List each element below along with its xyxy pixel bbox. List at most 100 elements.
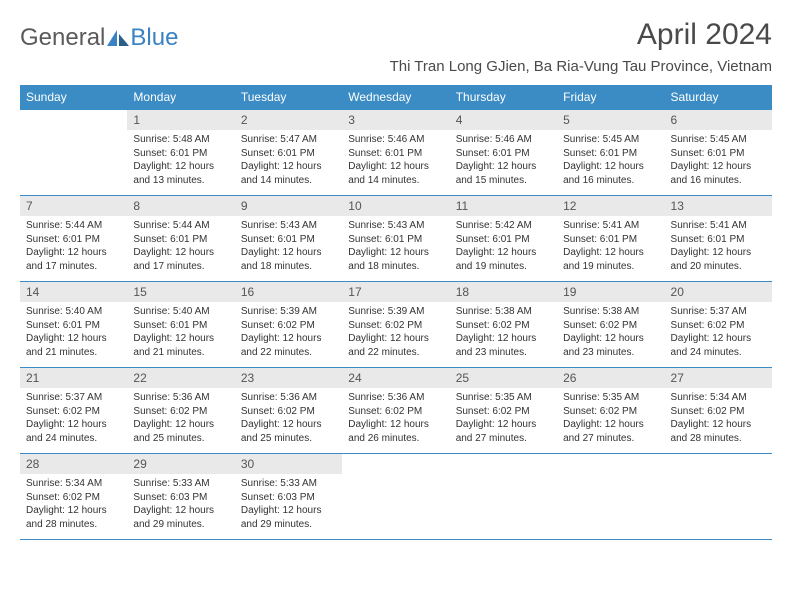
sunrise-line: Sunrise: 5:39 AM [348,305,443,319]
daylight-line: Daylight: 12 hours and 21 minutes. [26,332,121,359]
day-details: Sunrise: 5:41 AMSunset: 6:01 PMDaylight:… [557,216,664,276]
daylight-line: Daylight: 12 hours and 16 minutes. [563,160,658,187]
calendar-week-row: 1Sunrise: 5:48 AMSunset: 6:01 PMDaylight… [20,110,772,196]
day-number: 10 [342,196,449,216]
calendar-day-cell: 2Sunrise: 5:47 AMSunset: 6:01 PMDaylight… [235,110,342,196]
calendar-day-cell: 17Sunrise: 5:39 AMSunset: 6:02 PMDayligh… [342,282,449,368]
calendar-day-cell: 16Sunrise: 5:39 AMSunset: 6:02 PMDayligh… [235,282,342,368]
title-block: April 2024 Thi Tran Long GJien, Ba Ria-V… [390,18,772,75]
daylight-line: Daylight: 12 hours and 16 minutes. [671,160,766,187]
day-number: 29 [127,454,234,474]
daylight-line: Daylight: 12 hours and 17 minutes. [133,246,228,273]
daylight-line: Daylight: 12 hours and 19 minutes. [456,246,551,273]
calendar-day-cell: 13Sunrise: 5:41 AMSunset: 6:01 PMDayligh… [665,196,772,282]
calendar-week-row: 28Sunrise: 5:34 AMSunset: 6:02 PMDayligh… [20,454,772,540]
calendar-head: SundayMondayTuesdayWednesdayThursdayFrid… [20,85,772,110]
sunset-line: Sunset: 6:01 PM [456,147,551,161]
day-details: Sunrise: 5:34 AMSunset: 6:02 PMDaylight:… [20,474,127,534]
calendar-day-cell: 3Sunrise: 5:46 AMSunset: 6:01 PMDaylight… [342,110,449,196]
daylight-line: Daylight: 12 hours and 18 minutes. [348,246,443,273]
day-details: Sunrise: 5:37 AMSunset: 6:02 PMDaylight:… [20,388,127,448]
day-number: 14 [20,282,127,302]
sunrise-line: Sunrise: 5:45 AM [563,133,658,147]
weekday-header: Thursday [450,85,557,110]
sunset-line: Sunset: 6:02 PM [348,405,443,419]
day-details: Sunrise: 5:36 AMSunset: 6:02 PMDaylight:… [127,388,234,448]
sunrise-line: Sunrise: 5:39 AM [241,305,336,319]
calendar-table: SundayMondayTuesdayWednesdayThursdayFrid… [20,85,772,540]
sunrise-line: Sunrise: 5:36 AM [348,391,443,405]
sunset-line: Sunset: 6:02 PM [671,319,766,333]
sunrise-line: Sunrise: 5:41 AM [671,219,766,233]
calendar-day-cell [557,454,664,540]
sunrise-line: Sunrise: 5:37 AM [26,391,121,405]
day-details: Sunrise: 5:35 AMSunset: 6:02 PMDaylight:… [450,388,557,448]
sunset-line: Sunset: 6:01 PM [133,233,228,247]
sunset-line: Sunset: 6:01 PM [563,147,658,161]
day-number: 16 [235,282,342,302]
sunset-line: Sunset: 6:01 PM [241,233,336,247]
weekday-header: Wednesday [342,85,449,110]
calendar-day-cell: 8Sunrise: 5:44 AMSunset: 6:01 PMDaylight… [127,196,234,282]
day-number: 21 [20,368,127,388]
daylight-line: Daylight: 12 hours and 28 minutes. [26,504,121,531]
calendar-day-cell: 25Sunrise: 5:35 AMSunset: 6:02 PMDayligh… [450,368,557,454]
daylight-line: Daylight: 12 hours and 28 minutes. [671,418,766,445]
daylight-line: Daylight: 12 hours and 14 minutes. [348,160,443,187]
calendar-day-cell: 30Sunrise: 5:33 AMSunset: 6:03 PMDayligh… [235,454,342,540]
sunrise-line: Sunrise: 5:34 AM [671,391,766,405]
calendar-day-cell: 9Sunrise: 5:43 AMSunset: 6:01 PMDaylight… [235,196,342,282]
sunrise-line: Sunrise: 5:35 AM [456,391,551,405]
day-number: 15 [127,282,234,302]
day-number: 25 [450,368,557,388]
sunset-line: Sunset: 6:01 PM [671,147,766,161]
calendar-day-cell: 14Sunrise: 5:40 AMSunset: 6:01 PMDayligh… [20,282,127,368]
day-number: 19 [557,282,664,302]
day-details: Sunrise: 5:33 AMSunset: 6:03 PMDaylight:… [127,474,234,534]
calendar-day-cell [450,454,557,540]
daylight-line: Daylight: 12 hours and 24 minutes. [26,418,121,445]
sunset-line: Sunset: 6:02 PM [563,319,658,333]
calendar-day-cell: 6Sunrise: 5:45 AMSunset: 6:01 PMDaylight… [665,110,772,196]
daylight-line: Daylight: 12 hours and 15 minutes. [456,160,551,187]
day-details: Sunrise: 5:36 AMSunset: 6:02 PMDaylight:… [235,388,342,448]
day-details: Sunrise: 5:42 AMSunset: 6:01 PMDaylight:… [450,216,557,276]
sunset-line: Sunset: 6:01 PM [26,233,121,247]
logo-text-general: General [20,24,105,52]
sunrise-line: Sunrise: 5:41 AM [563,219,658,233]
day-number: 23 [235,368,342,388]
day-details: Sunrise: 5:43 AMSunset: 6:01 PMDaylight:… [342,216,449,276]
sunrise-line: Sunrise: 5:38 AM [563,305,658,319]
sunrise-line: Sunrise: 5:33 AM [241,477,336,491]
day-number: 17 [342,282,449,302]
calendar-day-cell: 28Sunrise: 5:34 AMSunset: 6:02 PMDayligh… [20,454,127,540]
calendar-day-cell [20,110,127,196]
sunrise-line: Sunrise: 5:37 AM [671,305,766,319]
day-number: 5 [557,110,664,130]
calendar-day-cell: 15Sunrise: 5:40 AMSunset: 6:01 PMDayligh… [127,282,234,368]
calendar-day-cell [665,454,772,540]
daylight-line: Daylight: 12 hours and 20 minutes. [671,246,766,273]
daylight-line: Daylight: 12 hours and 29 minutes. [241,504,336,531]
sunset-line: Sunset: 6:01 PM [133,319,228,333]
daylight-line: Daylight: 12 hours and 17 minutes. [26,246,121,273]
sunset-line: Sunset: 6:01 PM [348,147,443,161]
day-details: Sunrise: 5:34 AMSunset: 6:02 PMDaylight:… [665,388,772,448]
sunrise-line: Sunrise: 5:42 AM [456,219,551,233]
daylight-line: Daylight: 12 hours and 19 minutes. [563,246,658,273]
daylight-line: Daylight: 12 hours and 22 minutes. [348,332,443,359]
sunrise-line: Sunrise: 5:43 AM [348,219,443,233]
daylight-line: Daylight: 12 hours and 23 minutes. [456,332,551,359]
sunrise-line: Sunrise: 5:47 AM [241,133,336,147]
day-number: 24 [342,368,449,388]
page-header: General Blue April 2024 Thi Tran Long GJ… [20,18,772,75]
sunset-line: Sunset: 6:01 PM [348,233,443,247]
day-number: 6 [665,110,772,130]
sunrise-line: Sunrise: 5:34 AM [26,477,121,491]
day-details: Sunrise: 5:39 AMSunset: 6:02 PMDaylight:… [235,302,342,362]
day-details: Sunrise: 5:36 AMSunset: 6:02 PMDaylight:… [342,388,449,448]
day-number: 11 [450,196,557,216]
calendar-day-cell: 26Sunrise: 5:35 AMSunset: 6:02 PMDayligh… [557,368,664,454]
day-details: Sunrise: 5:48 AMSunset: 6:01 PMDaylight:… [127,130,234,190]
calendar-week-row: 14Sunrise: 5:40 AMSunset: 6:01 PMDayligh… [20,282,772,368]
